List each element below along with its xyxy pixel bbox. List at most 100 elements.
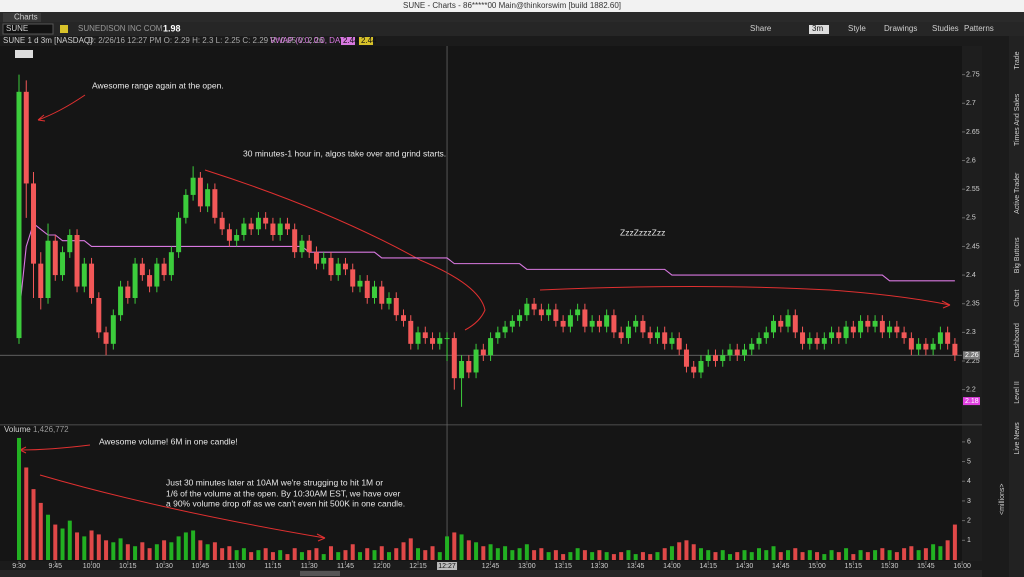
volume-bar xyxy=(437,552,442,560)
volume-bar xyxy=(430,546,435,560)
volume-bar xyxy=(314,548,319,560)
volume-tick-label: 4 xyxy=(967,478,971,485)
candle-body xyxy=(582,309,588,327)
y-tick-label: 2.55 xyxy=(966,186,980,193)
volume-bar xyxy=(401,542,406,560)
volume-bar xyxy=(575,548,580,560)
candle-body xyxy=(814,338,820,344)
candle-body xyxy=(560,320,566,327)
volume-bar xyxy=(278,550,283,560)
candle-body xyxy=(154,263,160,287)
candle-body xyxy=(444,338,450,340)
side-tab[interactable]: Chart xyxy=(1014,290,1021,307)
volume-bar xyxy=(488,544,493,560)
side-tab[interactable]: Dashboard xyxy=(1014,323,1021,357)
candle-body xyxy=(277,223,283,235)
side-tab[interactable]: Active Trader xyxy=(1014,172,1021,214)
volume-bar xyxy=(669,546,674,560)
volume-bar xyxy=(568,552,573,560)
volume-bar xyxy=(836,552,841,560)
y-tick-label: 2.4 xyxy=(966,272,976,279)
volume-bar xyxy=(336,552,341,560)
candle-body xyxy=(38,263,44,298)
annotation: ZzzZzzzZzz xyxy=(620,227,665,237)
volume-bar xyxy=(706,550,711,560)
side-tab[interactable]: Level II xyxy=(1014,381,1021,404)
y-tick-label: 2.7 xyxy=(966,100,976,107)
tab-label[interactable]: Charts xyxy=(14,13,38,22)
volume-bar xyxy=(807,550,812,560)
price-marker xyxy=(963,351,980,360)
y-tick-label: 2.6 xyxy=(966,157,976,164)
candle-body xyxy=(952,343,958,356)
volume-bar xyxy=(626,550,631,560)
last-price: 1.98 xyxy=(163,23,181,33)
volume-bar xyxy=(873,550,878,560)
study-chip xyxy=(359,37,373,45)
candle-body xyxy=(459,361,465,379)
tab[interactable] xyxy=(3,13,41,22)
side-tab[interactable]: Big Buttons xyxy=(1014,237,1021,273)
side-tab[interactable]: Trade xyxy=(1014,51,1021,69)
candle-body xyxy=(226,229,232,241)
volume-bar xyxy=(916,550,921,560)
bubble xyxy=(15,50,33,58)
x-tick-label: 14:00 xyxy=(663,563,681,570)
y-tick-label: 2.65 xyxy=(966,129,980,136)
candle-body xyxy=(219,217,225,230)
volume-bar xyxy=(263,548,268,560)
candle-body xyxy=(103,332,109,344)
volume-bar xyxy=(909,546,914,560)
toolbar-button[interactable]: Style xyxy=(848,24,866,33)
toolbar-button[interactable]: Share xyxy=(750,24,772,33)
volume-bar xyxy=(684,540,689,560)
candle-body xyxy=(241,223,247,235)
toolbar-button[interactable]: 3m xyxy=(812,24,823,33)
x-tick-label: 16:00 xyxy=(953,563,971,570)
volume-bar xyxy=(212,542,217,560)
candle-body xyxy=(176,217,182,253)
volume-bar xyxy=(459,534,464,560)
candle-body xyxy=(778,320,784,327)
y-tick-label: 2.25 xyxy=(966,358,980,365)
window-title: SUNE - Charts - 86*****00 Main@thinkorsw… xyxy=(403,1,621,10)
study-chip xyxy=(341,37,355,45)
volume-bar xyxy=(858,550,863,560)
candle-body xyxy=(524,303,530,316)
candle-body xyxy=(712,355,718,361)
volume-readout: 1,426,772 xyxy=(33,425,69,434)
candle-body xyxy=(865,320,871,327)
volume-bar xyxy=(938,546,943,560)
study-value: 2.44 xyxy=(361,36,377,45)
symbol[interactable]: SUNE xyxy=(6,24,28,33)
candle-body xyxy=(342,263,348,270)
toolbar-button[interactable]: Drawings xyxy=(884,24,917,33)
arrows xyxy=(19,94,951,542)
scroll-thumb[interactable] xyxy=(300,571,340,576)
x-tick-label: 14:30 xyxy=(736,563,754,570)
x-tick-label: 13:15 xyxy=(554,563,572,570)
candle-body xyxy=(640,320,646,333)
cursor-label-box xyxy=(437,562,458,570)
volume-bar xyxy=(118,538,123,560)
symbol-box[interactable] xyxy=(2,23,54,35)
x-tick-label: 15:45 xyxy=(917,563,935,570)
x-tick-label: 11:30 xyxy=(301,563,318,570)
x-tick-label: 14:15 xyxy=(699,563,717,570)
candle-body xyxy=(23,91,29,184)
interval-box[interactable] xyxy=(809,25,829,34)
arrow xyxy=(204,169,486,331)
toolbar-button[interactable]: Studies xyxy=(932,24,959,33)
toolbar-button[interactable]: Patterns xyxy=(964,24,994,33)
side-tab[interactable]: Times And Sales xyxy=(1014,93,1021,146)
y-tick-label: 2.75 xyxy=(966,71,980,78)
price-marker-label: 2.26 xyxy=(965,352,979,359)
volume-bar xyxy=(285,554,290,560)
x-tick-label: 14:45 xyxy=(772,563,790,570)
candle-body xyxy=(263,217,269,224)
annotation: Awesome volume! 6M in one candle! xyxy=(99,436,238,446)
scrollbar[interactable] xyxy=(0,570,982,577)
candle-body xyxy=(589,320,595,327)
volume-tick-label: 1 xyxy=(967,537,971,544)
side-tab[interactable]: Live News xyxy=(1014,422,1021,455)
